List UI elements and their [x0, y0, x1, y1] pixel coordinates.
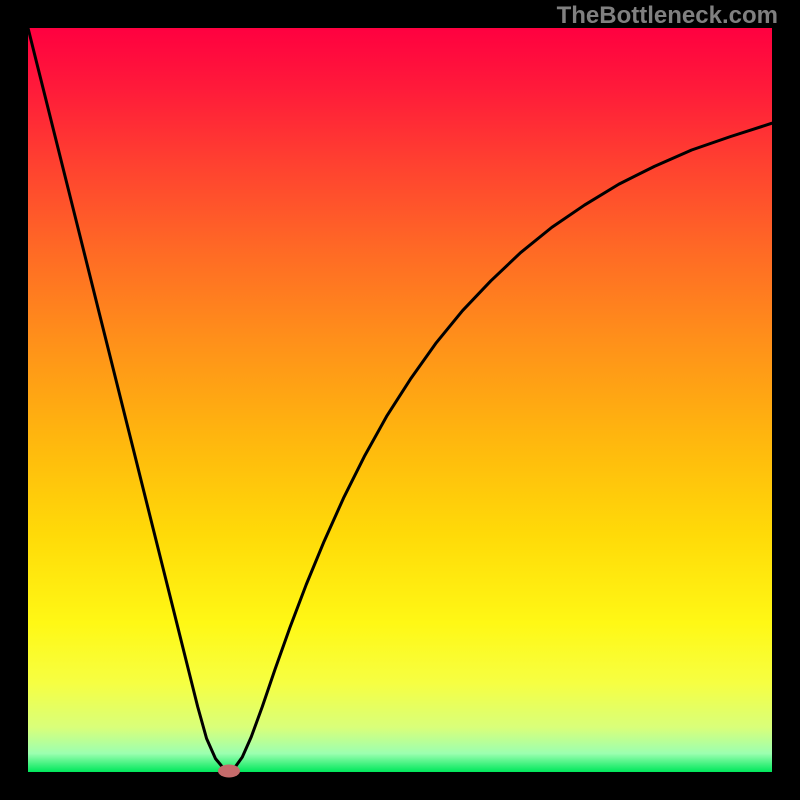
plot-area — [28, 28, 772, 772]
optimal-point-marker — [218, 765, 240, 778]
chart-container: TheBottleneck.com — [0, 0, 800, 800]
bottleneck-curve — [28, 28, 772, 772]
curve-path — [28, 28, 772, 771]
watermark-text: TheBottleneck.com — [557, 2, 778, 30]
